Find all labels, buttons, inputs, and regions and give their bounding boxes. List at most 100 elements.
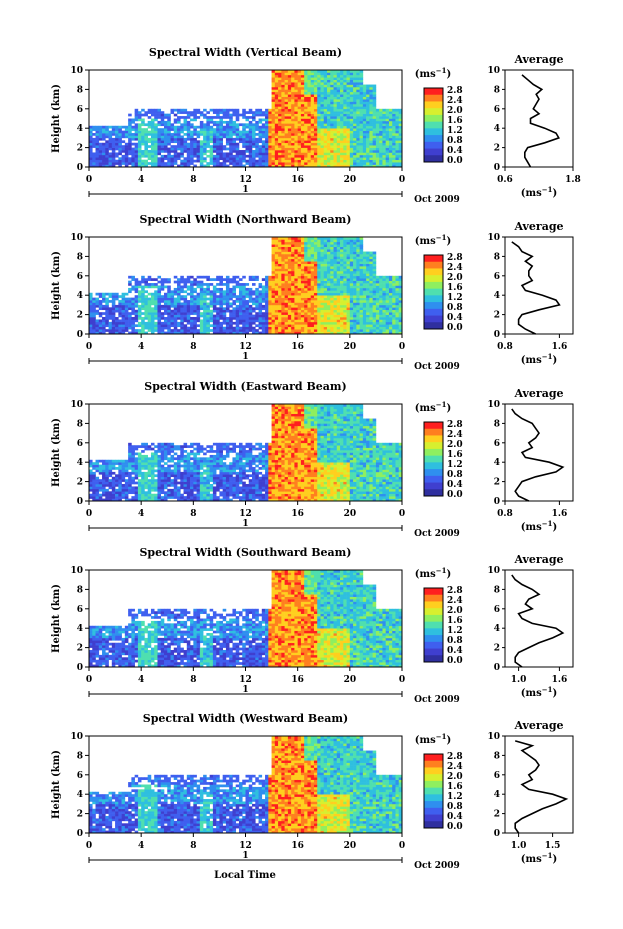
heatmap-cell (238, 297, 243, 301)
heatmap-cell (375, 125, 380, 129)
heatmap-cell (375, 142, 380, 146)
heatmap-cell (190, 150, 194, 153)
heatmap-cell (313, 237, 318, 240)
heatmap-cell (118, 157, 122, 161)
heatmap-cell (346, 317, 351, 320)
heatmap-cell (167, 142, 171, 146)
heatmap-cell (353, 283, 357, 286)
heatmap-cell (372, 302, 377, 306)
heatmap-cell (111, 309, 116, 313)
heatmap-cell (336, 150, 341, 153)
heatmap-cell (134, 135, 139, 139)
heatmap-cell (353, 120, 357, 124)
heatmap-cell (186, 300, 191, 303)
heatmap-cell (353, 297, 357, 301)
heatmap-cell (252, 116, 256, 119)
heatmap-cell (304, 256, 308, 260)
heatmap-cell (359, 275, 364, 279)
heatmap-cell (300, 118, 305, 122)
heatmap-cell (379, 111, 383, 114)
heatmap-cell (398, 135, 403, 139)
heatmap-cell (294, 103, 298, 107)
heatmap-cell (216, 287, 220, 291)
heatmap-cell (359, 84, 364, 88)
heatmap-cell (242, 295, 246, 298)
heatmap-cell (291, 142, 295, 146)
heatmap-cell (313, 253, 318, 257)
heatmap-cell (238, 137, 243, 141)
heatmap-cell (193, 116, 197, 119)
heatmap-cell (245, 135, 250, 139)
heatmap-cell (199, 140, 204, 144)
heatmap-cell (261, 287, 266, 291)
heatmap-cell (375, 297, 380, 301)
heatmap-cell (128, 314, 132, 318)
heatmap-cell (252, 125, 256, 129)
heatmap-cell (258, 145, 263, 148)
heatmap-cell (183, 283, 188, 286)
heatmap-cell (359, 319, 364, 323)
heatmap-cell (124, 157, 129, 161)
heatmap-cell (300, 101, 305, 105)
heatmap-cell (336, 118, 341, 122)
heatmap-cell (154, 307, 158, 311)
heatmap-cell (333, 278, 338, 281)
heatmap-cell (163, 113, 168, 117)
heatmap-cell (304, 135, 308, 139)
heatmap-cell (388, 116, 393, 119)
heatmap-cell (340, 253, 344, 257)
heatmap-cell (209, 116, 214, 119)
heatmap-cell (229, 319, 233, 323)
avg-x-tick-label: 1.8 (565, 175, 581, 185)
heatmap-cell (323, 147, 328, 151)
heatmap-cell (95, 304, 100, 308)
heatmap-cell (356, 237, 360, 240)
heatmap-cell (278, 128, 282, 131)
heatmap-cell (307, 152, 312, 156)
heatmap-cell (190, 285, 194, 289)
heatmap-cell (167, 113, 171, 117)
heatmap-cell (340, 103, 344, 107)
heatmap-cell (222, 283, 227, 286)
heatmap-cell (294, 94, 298, 97)
heatmap-cell (346, 82, 351, 85)
heatmap-cell (362, 324, 367, 328)
heatmap-cell (287, 261, 292, 264)
heatmap-cell (310, 147, 315, 151)
heatmap-cell (232, 154, 237, 158)
heatmap-cell (163, 300, 168, 303)
heatmap-cell (131, 326, 135, 330)
heatmap-cell (320, 307, 325, 311)
heatmap-cell (131, 159, 135, 163)
heatmap-cell (349, 157, 354, 161)
heatmap-cell (304, 266, 308, 269)
heatmap-cell (274, 116, 279, 119)
heatmap-cell (102, 300, 106, 303)
heatmap-cell (343, 275, 347, 279)
heatmap-cell (336, 157, 341, 161)
heatmap-cell (385, 321, 390, 325)
heatmap-cell (216, 125, 220, 129)
heatmap-cell (268, 152, 272, 156)
heatmap-cell (265, 133, 269, 136)
heatmap-cell (369, 283, 373, 286)
heatmap-cell (353, 137, 357, 141)
heatmap-cell (372, 292, 377, 296)
heatmap-cell (245, 295, 250, 298)
heatmap-cell (167, 290, 171, 294)
heatmap-cell (261, 154, 266, 158)
heatmap-cell (340, 239, 344, 243)
heatmap-cell (310, 157, 315, 161)
heatmap-cell (291, 239, 295, 243)
heatmap-cell (385, 125, 390, 129)
y-tick-label: 10 (70, 66, 83, 76)
heatmap-cell (111, 304, 116, 308)
heatmap-cell (274, 106, 279, 110)
heatmap-cell (111, 147, 116, 151)
heatmap-cell (258, 314, 263, 318)
heatmap-cell (346, 283, 351, 286)
heatmap-cell (258, 307, 263, 311)
heatmap-cell (343, 321, 347, 325)
heatmap-cell (320, 128, 325, 131)
heatmap-cell (333, 77, 338, 80)
